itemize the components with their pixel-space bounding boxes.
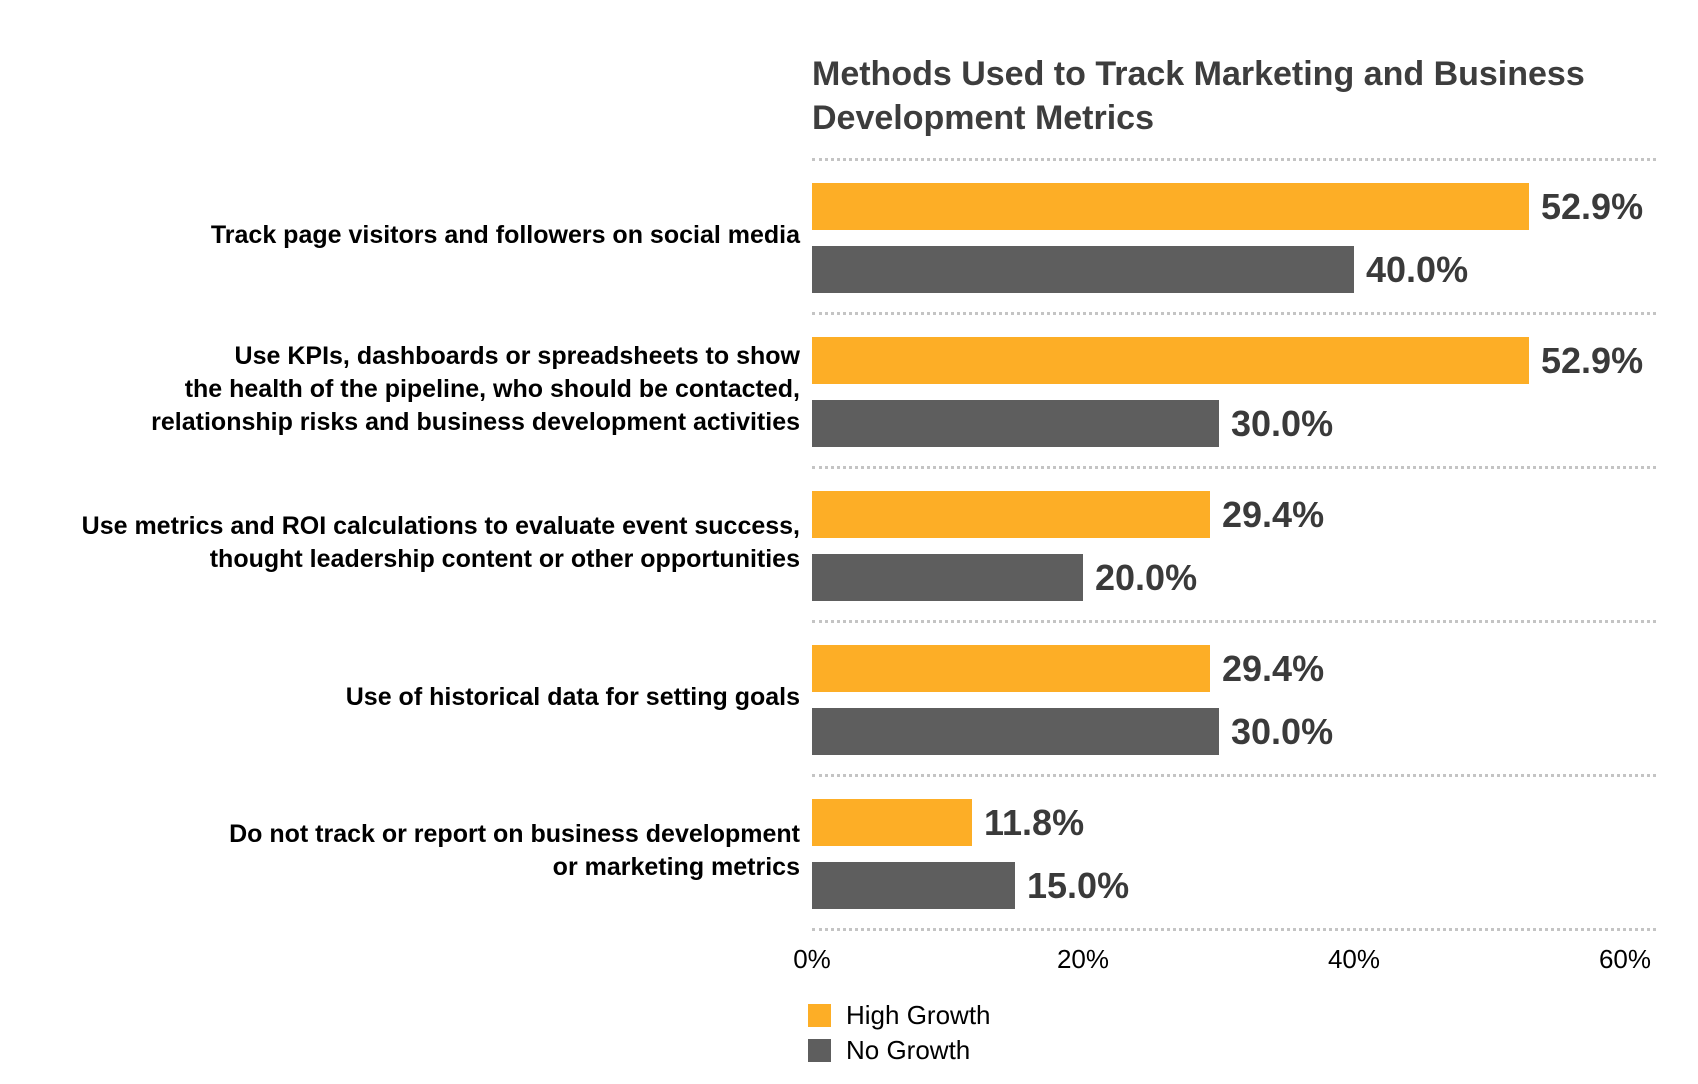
value-label: 40.0% [1366,249,1469,290]
chart-title: Methods Used to Track Marketing and Busi… [812,52,1585,140]
bar-no-growth [812,246,1354,293]
chart-title-line-1: Methods Used to Track Marketing and Busi… [812,55,1585,93]
category-label-line: Do not track or report on business devel… [229,820,800,848]
value-label: 52.9% [1541,340,1644,381]
chart-title-line-2: Development Metrics [812,99,1154,137]
category-label: Track page visitors and followers on soc… [0,158,800,312]
category-label: Use of historical data for setting goals [0,620,800,774]
category-label-line: thought leadership content or other oppo… [209,545,800,573]
axis-baseline [812,928,1656,931]
value-label: 30.0% [1231,403,1334,444]
category-label-line: the health of the pipeline, who should b… [184,374,800,403]
x-axis-tick-label: 60% [1598,944,1652,974]
bar-no-growth [812,708,1219,755]
category-label-line: Track page visitors and followers on soc… [210,220,800,249]
bar-no-growth [812,400,1219,447]
value-label: 30.0% [1231,711,1334,752]
row-separator [812,158,1656,161]
value-label: 52.9% [1541,186,1644,227]
category-label-line: relationship risks and business developm… [151,407,800,436]
category-label: Use metrics and ROI calculations to eval… [0,466,800,620]
x-axis-tick-label: 20% [1056,944,1110,974]
value-label: 15.0% [1027,865,1130,906]
category-label-line: Use metrics and ROI calculations to eval… [81,512,800,540]
x-axis-tick-label: 0% [793,944,831,974]
value-label: 20.0% [1095,557,1198,598]
bar-high-growth [812,645,1210,692]
bar-no-growth [812,554,1083,601]
legend-swatch-no-growth [808,1038,831,1062]
bar-no-growth [812,862,1015,909]
value-label: 29.4% [1222,648,1325,689]
legend-item: High Growth [808,999,991,1030]
legend-label: No Growth [846,1034,971,1065]
x-axis-tick-label: 40% [1327,944,1381,974]
row-separator [812,620,1656,623]
legend-label: High Growth [846,999,991,1030]
bar-high-growth [812,491,1210,538]
row-separator [812,466,1656,469]
category-label-line: or marketing metrics [552,853,800,881]
bar-high-growth [812,799,972,846]
value-label: 11.8% [984,802,1085,843]
category-label: Use KPIs, dashboards or spreadsheets to … [0,312,800,466]
bar-high-growth [812,337,1529,384]
category-label: Do not track or report on business devel… [0,774,800,928]
row-separator [812,774,1656,777]
bar-high-growth [812,183,1529,230]
legend-swatch-high-growth [808,1003,831,1027]
row-separator [812,312,1656,315]
category-label-line: Use KPIs, dashboards or spreadsheets to … [234,341,800,370]
legend: High Growth No Growth [808,999,991,1065]
value-label: 29.4% [1222,494,1325,535]
legend-item: No Growth [808,1034,991,1065]
category-label-line: Use of historical data for setting goals [345,682,800,711]
